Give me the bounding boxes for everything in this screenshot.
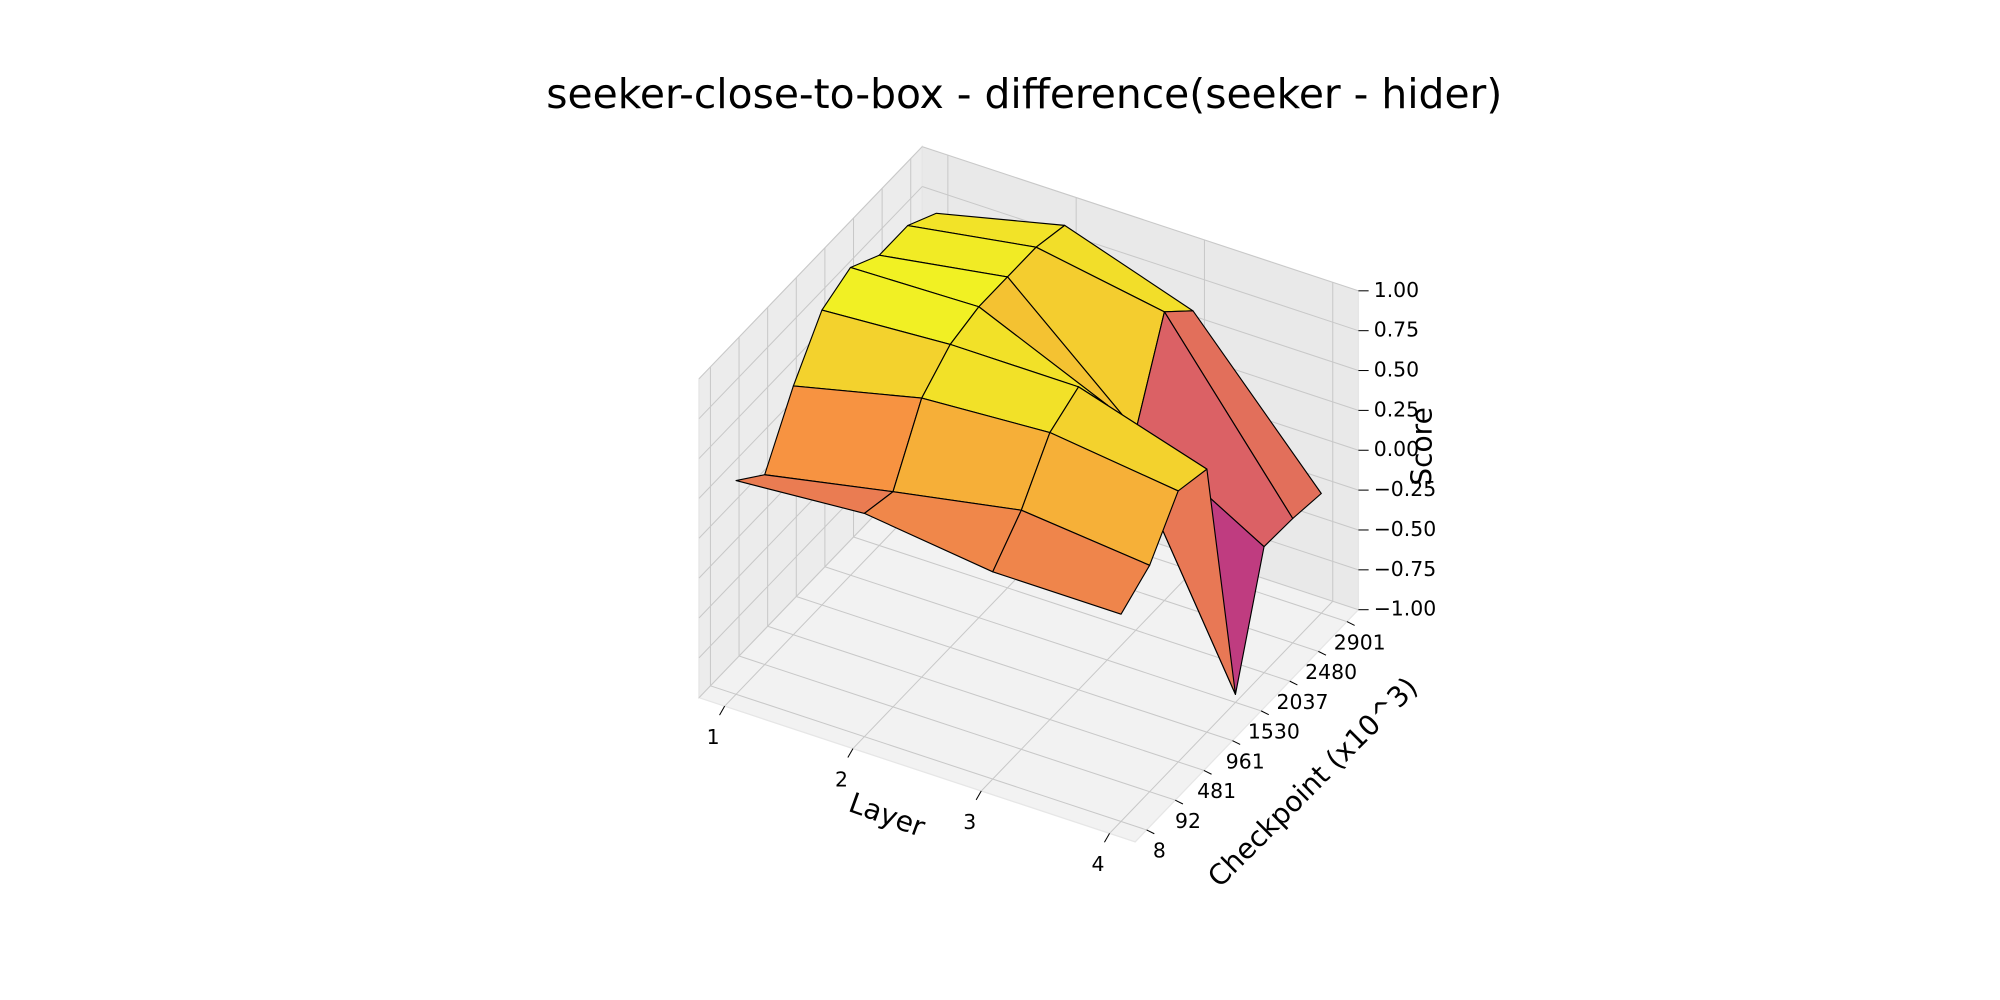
z-tick-label: −0.25	[1374, 477, 1437, 501]
y-tick-label: 8	[1153, 839, 1166, 863]
x-tick-label: 2	[835, 767, 848, 791]
x-tick	[1103, 833, 1110, 843]
grid-line	[922, 146, 1359, 292]
grid-line	[824, 566, 1262, 712]
x-tick-label: 1	[707, 725, 720, 749]
x-tick-label: 4	[1092, 852, 1105, 876]
x-tick-label: 3	[963, 810, 976, 834]
z-tick-label: 0.50	[1374, 358, 1419, 382]
z-tick-label: −0.75	[1374, 557, 1437, 581]
x-axis-label: Layer	[845, 786, 930, 844]
grid-line	[1109, 600, 1334, 834]
y-tick	[1289, 680, 1298, 686]
x-tick	[975, 790, 982, 801]
grid-line	[738, 655, 1176, 801]
chart-title: seeker-close-to-box - difference(seeker …	[546, 70, 1502, 118]
z-tick-label: −0.50	[1374, 517, 1437, 541]
y-tick	[1146, 829, 1155, 835]
y-tick-label: 2480	[1305, 660, 1357, 684]
y-tick	[1203, 769, 1212, 775]
y-tick-label: 481	[1197, 779, 1236, 803]
grid-line	[767, 625, 1205, 771]
z-tick-label: 0.75	[1374, 318, 1419, 342]
x-tick	[719, 705, 726, 716]
z-tick-label: 1.00	[1374, 278, 1419, 302]
grid-line	[980, 558, 1205, 792]
z-tick-label: 0.00	[1374, 437, 1419, 461]
y-tick-label: 1530	[1248, 720, 1300, 744]
y-tick	[1260, 710, 1270, 716]
grid-line	[710, 685, 1147, 831]
y-tick	[1175, 799, 1184, 805]
grid-line	[698, 186, 923, 420]
grid-line	[853, 536, 1290, 682]
y-tick	[1232, 740, 1241, 745]
y-tick-label: 961	[1226, 749, 1265, 773]
y-tick	[1318, 650, 1327, 656]
z-tick-label: 0.25	[1374, 397, 1419, 421]
x-tick	[847, 748, 854, 758]
grid-line	[796, 596, 1233, 742]
y-tick	[1346, 621, 1355, 626]
z-tick-label: −1.00	[1374, 597, 1437, 621]
z-axis-label: Score	[1405, 407, 1438, 486]
y-tick-label: 2037	[1277, 690, 1329, 714]
surface-face	[992, 509, 1151, 615]
y-tick-label: 2901	[1334, 630, 1386, 654]
grid-line	[922, 186, 1359, 332]
y-tick-label: 92	[1175, 809, 1201, 833]
grid-line	[698, 146, 923, 380]
